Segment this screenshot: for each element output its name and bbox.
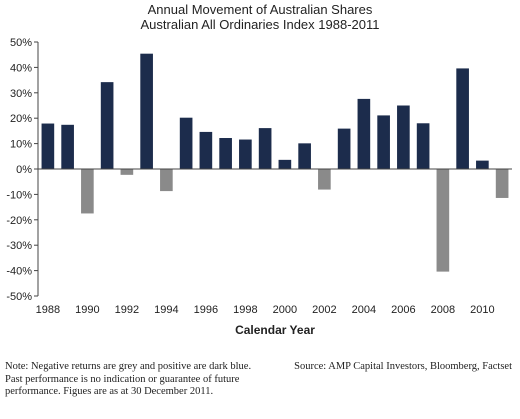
y-tick-label: 10% — [10, 139, 32, 151]
bar-2011 — [495, 169, 509, 198]
bar-1992 — [120, 169, 134, 175]
x-tick-label: 2000 — [273, 304, 297, 316]
y-tick-label: 0% — [16, 164, 32, 176]
bar-2008 — [436, 169, 450, 272]
bar-1999 — [258, 128, 272, 169]
bar-1998 — [239, 139, 252, 169]
bar-2001 — [298, 143, 311, 169]
bar-2007 — [416, 123, 430, 169]
x-tick-label: 1996 — [194, 304, 218, 316]
bar-1989 — [61, 124, 74, 169]
chart-title: Annual Movement of Australian Shares — [147, 2, 373, 17]
bar-2004 — [357, 98, 371, 169]
chart-subtitle: Australian All Ordinaries Index 1988-201… — [140, 17, 380, 32]
x-tick-label: 2006 — [391, 304, 415, 316]
bar-1996 — [199, 131, 213, 169]
x-tick-label: 1998 — [233, 304, 257, 316]
x-tick-label: 1988 — [36, 304, 60, 316]
bar-1994 — [160, 169, 173, 192]
bar-2006 — [397, 105, 410, 169]
bar-1991 — [100, 82, 114, 169]
y-tick-label: -50% — [6, 291, 32, 303]
bar-2010 — [476, 160, 489, 169]
bar-2003 — [337, 128, 351, 169]
bars — [41, 53, 509, 272]
bar-chart: 50% 40% 30% 20% 10% 0% -10% -20% -30% -40% -50% 19… — [6, 37, 512, 337]
y-tick-label: -10% — [6, 189, 32, 201]
bar-1988 — [41, 123, 55, 169]
y-tick-label: -20% — [6, 215, 32, 227]
chart-title-block: Annual Movement of Australian Shares Aus… — [0, 2, 520, 32]
bar-2009 — [456, 68, 469, 169]
x-tick-label: 2010 — [470, 304, 494, 316]
y-tick-label: 30% — [10, 88, 32, 100]
x-tick-label: 1992 — [115, 304, 139, 316]
bar-1997 — [219, 138, 232, 169]
bar-2005 — [377, 115, 390, 169]
source-note: Source: AMP Capital Investors, Bloomberg… — [294, 361, 512, 372]
bar-1990 — [81, 169, 94, 214]
x-tick-label: 1990 — [75, 304, 99, 316]
y-tick-label: -40% — [6, 266, 32, 278]
y-tick-label: -30% — [6, 240, 32, 252]
bar-2000 — [278, 159, 292, 169]
x-tick-label: 2002 — [312, 304, 336, 316]
x-axis-title: Calendar Year — [235, 323, 315, 337]
bar-1993 — [140, 53, 153, 169]
x-tick-label: 2008 — [431, 304, 455, 316]
x-axis: 1988 1990 1992 1994 1996 1998 2000 2002 2004 2006… — [36, 304, 495, 316]
footnote: Note: Negative returns are grey and posi… — [5, 361, 252, 397]
bar-1995 — [179, 117, 193, 169]
x-tick-label: 2004 — [352, 304, 376, 316]
y-tick-label: 20% — [10, 113, 32, 125]
y-tick-label: 40% — [10, 62, 32, 74]
bar-2002 — [318, 169, 331, 190]
x-tick-label: 1994 — [154, 304, 178, 316]
y-axis: 50% 40% 30% 20% 10% 0% -10% -20% -30% -40% -50% — [6, 37, 38, 303]
y-tick-label: 50% — [10, 37, 32, 49]
